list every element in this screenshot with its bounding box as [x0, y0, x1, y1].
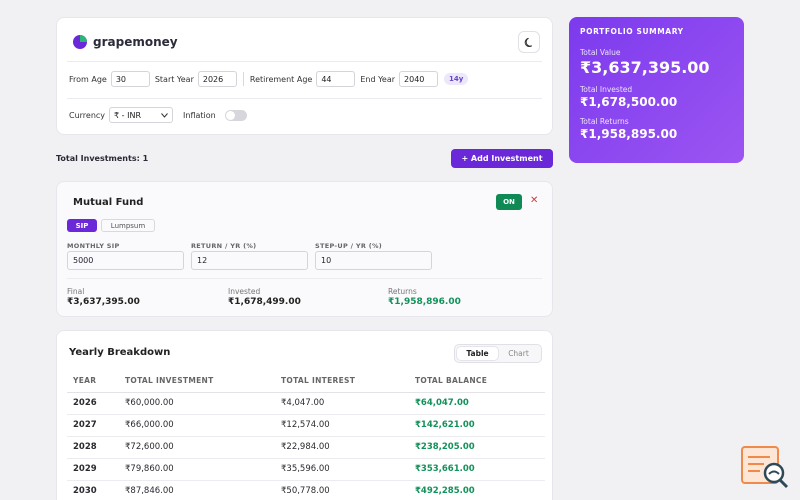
- from-age-input[interactable]: 30: [110, 71, 150, 87]
- table-header-row: YEAR TOTAL INVESTMENT TOTAL INTEREST TOT…: [67, 370, 545, 393]
- summary-heading: PORTFOLIO SUMMARY: [580, 27, 684, 36]
- investment-cell: ₹87,846.00: [125, 480, 281, 500]
- stepup-input[interactable]: 10: [315, 251, 432, 270]
- breakdown-table: YEAR TOTAL INVESTMENT TOTAL INTEREST TOT…: [67, 370, 545, 500]
- moon-icon: [524, 37, 532, 47]
- total-invested-label: Total Invested: [580, 85, 633, 94]
- column-header: YEAR: [67, 370, 125, 393]
- tab-table[interactable]: Table: [457, 347, 498, 360]
- investment-cell: ₹79,860.00: [125, 458, 281, 481]
- balance-cell: ₹142,621.00: [415, 414, 545, 437]
- table-row: 2028 ₹72,600.00 ₹22,984.00 ₹238,205.00: [67, 436, 545, 459]
- balance-cell: ₹492,285.00: [415, 480, 545, 500]
- tab-lumpsum[interactable]: Lumpsum: [101, 219, 155, 232]
- brand-name: grapemoney: [93, 35, 178, 49]
- years-badge: 14y: [444, 73, 469, 85]
- inflation-label: Inflation: [183, 110, 216, 120]
- returns-value: ₹1,958,896.00: [388, 297, 461, 307]
- investment-card: Mutual Fund ON ✕ SIP Lumpsum MONTHLY SIP…: [56, 181, 553, 317]
- column-header: TOTAL INVESTMENT: [125, 370, 281, 393]
- table-row: 2027 ₹66,000.00 ₹12,574.00 ₹142,621.00: [67, 414, 545, 437]
- table-row: 2029 ₹79,860.00 ₹35,596.00 ₹353,661.00: [67, 458, 545, 481]
- tab-sip[interactable]: SIP: [67, 219, 97, 232]
- divider: [67, 98, 542, 99]
- age-year-row: From Age 30 Start Year 2026 Retirement A…: [69, 71, 469, 87]
- separator: [242, 72, 244, 86]
- currency-value: ₹ - INR: [114, 110, 142, 120]
- return-input[interactable]: 12: [191, 251, 308, 270]
- interest-cell: ₹50,778.00: [281, 480, 415, 500]
- year-cell: 2028: [67, 436, 125, 459]
- column-header: TOTAL INTEREST: [281, 370, 415, 393]
- total-value-label: Total Value: [580, 48, 621, 57]
- stepup-label: STEP-UP / YR (%): [315, 242, 383, 250]
- table-row: 2026 ₹60,000.00 ₹4,047.00 ₹64,047.00: [67, 392, 545, 415]
- currency-select[interactable]: ₹ - INR: [109, 107, 174, 123]
- investment-cell: ₹60,000.00: [125, 392, 281, 415]
- yearly-breakdown-card: Yearly Breakdown Table Chart YEAR TOTAL …: [56, 330, 553, 500]
- add-investment-button[interactable]: + Add Investment: [451, 149, 553, 168]
- total-invested: ₹1,678,500.00: [580, 95, 678, 109]
- balance-cell: ₹238,205.00: [415, 436, 545, 459]
- interest-cell: ₹4,047.00: [281, 392, 415, 415]
- table-row: 2030 ₹87,846.00 ₹50,778.00 ₹492,285.00: [67, 480, 545, 500]
- column-header: TOTAL BALANCE: [415, 370, 545, 393]
- returns-label: Returns: [388, 287, 417, 296]
- final-value: ₹3,637,395.00: [67, 297, 140, 307]
- remove-investment-icon[interactable]: ✕: [530, 195, 539, 206]
- interest-cell: ₹35,596.00: [281, 458, 415, 481]
- retirement-age-input[interactable]: 44: [316, 71, 356, 87]
- inflation-toggle[interactable]: [224, 109, 247, 121]
- currency-label: Currency: [69, 110, 106, 120]
- from-age-label: From Age: [69, 74, 107, 84]
- total-investments-label: Total Investments: 1: [56, 154, 149, 163]
- divider: [67, 278, 542, 279]
- year-cell: 2027: [67, 414, 125, 437]
- year-cell: 2030: [67, 480, 125, 500]
- interest-cell: ₹12,574.00: [281, 414, 415, 437]
- start-year-input[interactable]: 2026: [197, 71, 237, 87]
- monthly-sip-input[interactable]: 5000: [67, 251, 184, 270]
- start-year-label: Start Year: [154, 74, 194, 84]
- return-label: RETURN / YR (%): [191, 242, 257, 250]
- invested-value: ₹1,678,499.00: [228, 297, 301, 307]
- year-cell: 2029: [67, 458, 125, 481]
- balance-cell: ₹64,047.00: [415, 392, 545, 415]
- monthly-sip-label: MONTHLY SIP: [67, 242, 120, 250]
- theme-toggle-button[interactable]: [518, 31, 540, 53]
- view-switch: Table Chart: [454, 344, 542, 363]
- retirement-age-label: Retirement Age: [249, 74, 313, 84]
- interest-cell: ₹22,984.00: [281, 436, 415, 459]
- chevron-down-icon: [161, 112, 168, 118]
- breakdown-title: Yearly Breakdown: [69, 347, 171, 358]
- balance-cell: ₹353,661.00: [415, 458, 545, 481]
- pie-chart-icon: [73, 35, 87, 49]
- investment-cell: ₹72,600.00: [125, 436, 281, 459]
- end-year-label: End Year: [360, 74, 396, 84]
- final-label: Final: [67, 287, 85, 296]
- settings-card: grapemoney From Age 30 Start Year 2026 R…: [56, 17, 553, 135]
- end-year-input[interactable]: 2040: [399, 71, 439, 87]
- investment-title: Mutual Fund: [73, 197, 144, 208]
- total-returns: ₹1,958,895.00: [580, 127, 678, 141]
- year-cell: 2026: [67, 392, 125, 415]
- status-toggle-button[interactable]: ON: [496, 194, 522, 210]
- invested-label: Invested: [228, 287, 261, 296]
- investment-cell: ₹66,000.00: [125, 414, 281, 437]
- tab-chart[interactable]: Chart: [508, 349, 529, 358]
- total-value: ₹3,637,395.00: [580, 58, 710, 77]
- divider: [67, 61, 542, 62]
- portfolio-summary-card: PORTFOLIO SUMMARY Total Value ₹3,637,395…: [569, 17, 744, 163]
- search-report-icon: [741, 446, 789, 489]
- total-returns-label: Total Returns: [580, 117, 629, 126]
- currency-row: Currency ₹ - INR Inflation: [69, 107, 247, 123]
- brand-logo: grapemoney: [72, 34, 178, 50]
